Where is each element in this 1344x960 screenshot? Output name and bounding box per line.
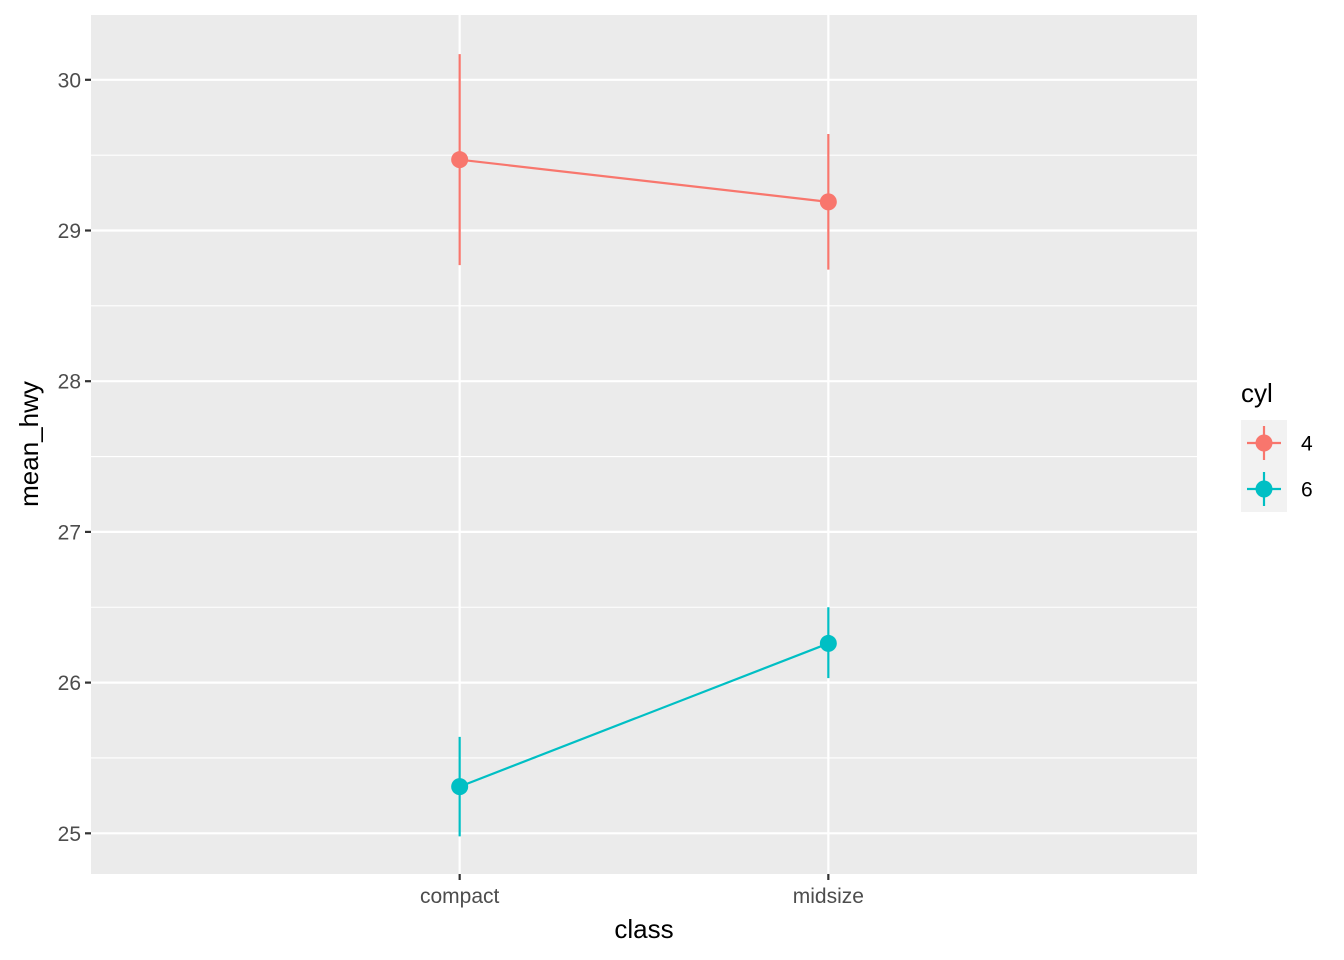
y-tick-label: 26 bbox=[58, 672, 81, 695]
y-axis: 25 26 27 28 29 30 bbox=[58, 69, 91, 846]
legend: cyl 46 bbox=[1241, 378, 1313, 512]
series-4 bbox=[451, 54, 837, 270]
panel-background bbox=[91, 15, 1197, 874]
minor-gridlines bbox=[91, 154, 1197, 759]
y-tick-label: 27 bbox=[58, 521, 81, 544]
y-tick-label: 28 bbox=[58, 371, 81, 394]
y-tick-label: 29 bbox=[58, 220, 81, 243]
legend-title: cyl bbox=[1241, 378, 1273, 408]
x-axis-title: class bbox=[614, 914, 673, 944]
data-point bbox=[451, 778, 469, 796]
series-line bbox=[459, 642, 829, 788]
legend-key-point bbox=[1255, 480, 1273, 498]
data-point bbox=[819, 193, 837, 211]
x-tick-label: compact bbox=[420, 885, 500, 908]
y-tick-label: 30 bbox=[58, 69, 81, 92]
data-point bbox=[819, 634, 837, 652]
series-layer bbox=[451, 54, 837, 837]
series-6 bbox=[451, 607, 837, 837]
y-axis-title: mean_hwy bbox=[14, 381, 44, 507]
x-axis: compact midsize bbox=[420, 874, 864, 908]
data-point bbox=[451, 151, 469, 169]
series-line bbox=[459, 158, 829, 203]
legend-key-point bbox=[1255, 434, 1273, 452]
x-tick-label: midsize bbox=[793, 885, 864, 908]
legend-label: 4 bbox=[1301, 433, 1313, 456]
y-tick-label: 25 bbox=[58, 823, 81, 846]
legend-items: 46 bbox=[1247, 426, 1313, 506]
legend-label: 6 bbox=[1301, 479, 1313, 502]
